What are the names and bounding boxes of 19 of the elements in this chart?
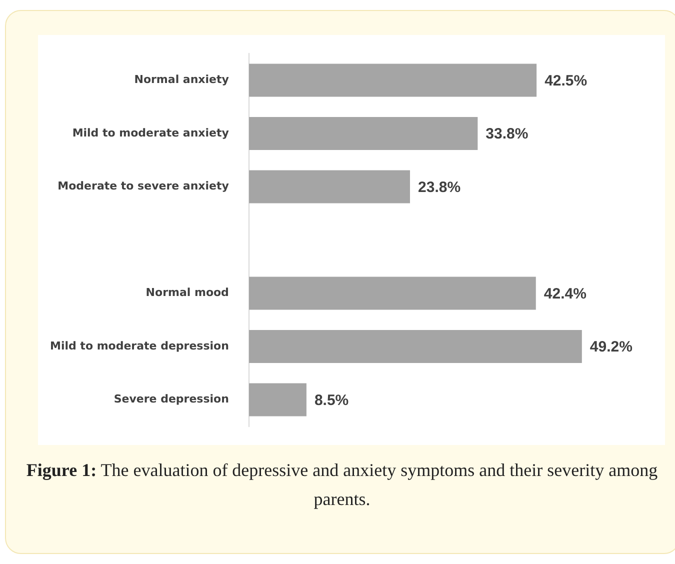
y-tick-label: Moderate to severe anxiety <box>58 180 229 193</box>
bar <box>248 330 582 364</box>
bar <box>248 276 536 310</box>
y-tick-label: Normal anxiety <box>134 73 229 86</box>
bar <box>248 383 306 416</box>
data-label: 8.5% <box>314 392 349 409</box>
bar <box>248 170 410 204</box>
data-label: 23.8% <box>418 178 461 196</box>
y-tick-label: Mild to moderate depression <box>50 339 229 352</box>
bar <box>248 64 537 97</box>
caption: Figure 1: The evaluation of depressive and anxiety symptoms and their severity among parents. <box>25 459 659 511</box>
data-label: 33.8% <box>486 126 528 143</box>
data-label: 42.5% <box>544 72 588 90</box>
y-tick-label: Normal mood <box>146 286 229 300</box>
data-label: 42.4% <box>544 285 586 302</box>
y-tick-label: Mild to moderate anxiety <box>72 126 229 140</box>
y-tick-label: Severe depression <box>114 392 229 406</box>
data-label: 49.2% <box>590 338 632 356</box>
bar <box>248 116 478 150</box>
